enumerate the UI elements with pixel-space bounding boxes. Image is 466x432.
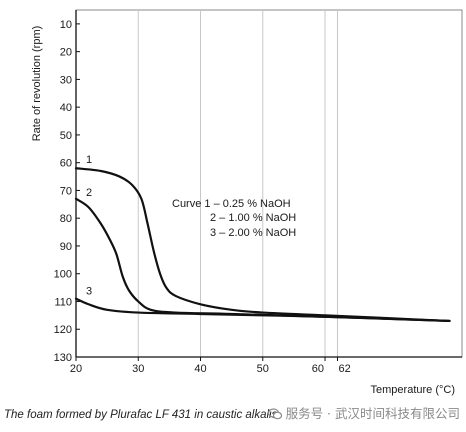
y-tick-label: 110 [54, 296, 72, 308]
x-tick-label: 40 [194, 363, 206, 375]
y-axis-title: Rate of revolution (rpm) [31, 26, 43, 142]
series-line-curve-3 [74, 297, 451, 323]
y-tick-label: 10 [60, 19, 72, 31]
x-tick-label: 30 [132, 363, 144, 375]
y-tick-label: 80 [60, 213, 72, 225]
x-tick-label: 20 [70, 363, 82, 375]
y-tick-label: 130 [54, 352, 72, 364]
figure-caption: The foam formed by Plurafac LF 431 in ca… [4, 409, 278, 421]
series-line-curve-1 [74, 167, 451, 323]
curve-label-3: 3 [86, 286, 92, 298]
y-tick-label: 30 [60, 74, 72, 86]
y-tick-label: 20 [60, 47, 72, 59]
y-tick-label: 100 [54, 269, 72, 281]
x-tick-label: 62 [338, 363, 350, 375]
legend-line-1: Curve 1 – 0.25 % NaOH [172, 198, 291, 210]
curve-label-2: 2 [86, 187, 92, 199]
legend-line-2: 2 – 1.00 % NaOH [210, 212, 296, 224]
x-tick-label: 60 [312, 363, 324, 375]
y-tick-label: 120 [54, 324, 72, 336]
y-tick-label: 60 [60, 158, 72, 170]
curve-label-1: 1 [86, 154, 92, 166]
y-tick-label: 40 [60, 102, 72, 114]
y-tick-label: 90 [60, 241, 72, 253]
plot-area [75, 9, 463, 358]
y-tick-label: 50 [60, 130, 72, 142]
y-tick-label: 70 [60, 185, 72, 197]
watermark-text: 服务号 · 武汉时间科技有限公司 [285, 406, 460, 421]
legend-line-3: 3 – 2.00 % NaOH [210, 227, 296, 239]
wechat-icon [267, 408, 282, 420]
x-tick-label: 50 [257, 363, 269, 375]
x-axis-title: Temperature (°C) [371, 384, 455, 396]
